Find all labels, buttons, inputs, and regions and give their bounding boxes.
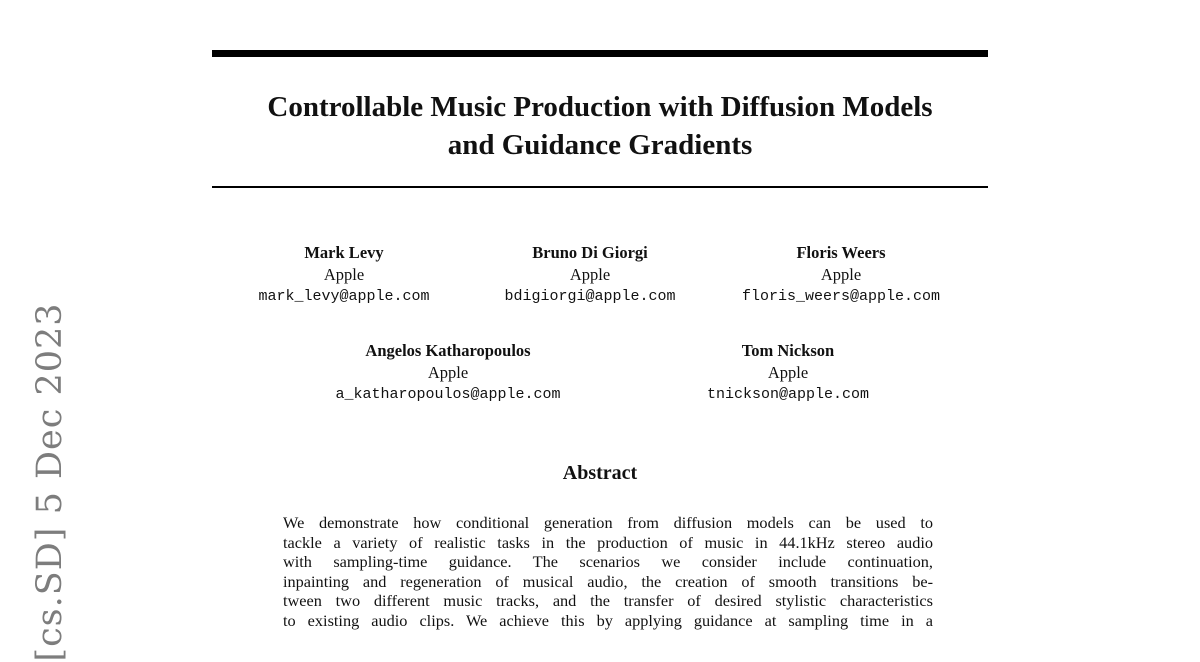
author-block: Angelos Katharopoulos Apple a_katharopou…	[335, 340, 560, 406]
author-block: Mark Levy Apple mark_levy@apple.com	[258, 242, 429, 308]
author-block: Floris Weers Apple floris_weers@apple.co…	[742, 242, 940, 308]
author-email: floris_weers@apple.com	[741, 288, 941, 305]
author-affiliation: Apple	[569, 265, 611, 284]
author-email: bdigiorgi@apple.com	[504, 288, 676, 305]
author-affiliation: Apple	[427, 363, 469, 382]
author-name: Tom Nickson	[741, 341, 835, 360]
author-affiliation: Apple	[767, 363, 809, 382]
abstract-line: to existing audio clips. We achieve this…	[283, 610, 933, 630]
author-block: Tom Nickson Apple tnickson@apple.com	[707, 340, 869, 406]
author-name: Bruno Di Giorgi	[532, 243, 648, 262]
abstract-line: tackle a variety of realistic tasks in t…	[283, 532, 933, 552]
author-name: Angelos Katharopoulos	[365, 341, 531, 360]
author-name: Floris Weers	[796, 243, 886, 262]
author-name: Mark Levy	[304, 243, 384, 262]
author-block: Bruno Di Giorgi Apple bdigiorgi@apple.co…	[504, 242, 675, 308]
author-affiliation: Apple	[323, 265, 365, 284]
author-email: tnickson@apple.com	[706, 386, 870, 403]
top-rule	[212, 50, 988, 57]
paper-title: Controllable Music Production with Diffu…	[212, 88, 988, 164]
author-email: mark_levy@apple.com	[258, 288, 430, 305]
author-email: a_katharopoulos@apple.com	[335, 386, 561, 403]
abstract-line: inpainting and regeneration of musical a…	[283, 571, 933, 591]
abstract-line: tween two different music tracks, and th…	[283, 591, 933, 611]
abstract-heading: Abstract	[562, 462, 638, 484]
abstract-body: We demonstrate how conditional generatio…	[283, 513, 933, 631]
author-affiliation: Apple	[820, 265, 862, 284]
abstract-line: with sampling-time guidance. The scenari…	[283, 552, 933, 572]
title-rule	[212, 186, 988, 188]
title-line: Controllable Music Production with Diffu…	[267, 91, 933, 123]
title-line: and Guidance Gradients	[447, 129, 753, 161]
arxiv-stamp: [cs.SD] 5 Dec 2023	[30, 302, 70, 662]
abstract-line: We demonstrate how conditional generatio…	[283, 513, 933, 532]
